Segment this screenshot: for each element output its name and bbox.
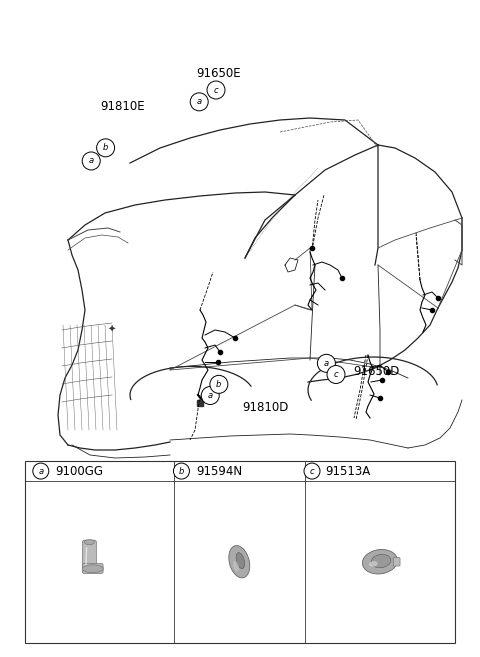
FancyBboxPatch shape [393, 557, 400, 566]
Circle shape [33, 463, 49, 479]
Ellipse shape [229, 545, 250, 578]
Ellipse shape [371, 555, 391, 568]
Text: b: b [216, 380, 222, 389]
Circle shape [304, 463, 320, 479]
Text: 9100GG: 9100GG [55, 464, 103, 478]
Text: b: b [179, 466, 184, 476]
Circle shape [190, 93, 208, 111]
Text: c: c [214, 85, 218, 95]
Ellipse shape [369, 561, 378, 567]
Text: a: a [38, 466, 43, 476]
Text: 91650D: 91650D [353, 365, 399, 378]
Ellipse shape [362, 549, 397, 574]
Bar [25, 461, 455, 643]
Text: a: a [324, 359, 329, 368]
Text: 91810D: 91810D [242, 401, 289, 414]
FancyBboxPatch shape [83, 563, 103, 574]
Text: 91513A: 91513A [325, 464, 371, 478]
FancyBboxPatch shape [83, 540, 96, 568]
Circle shape [327, 365, 345, 384]
Circle shape [82, 152, 100, 170]
Ellipse shape [233, 561, 239, 572]
Ellipse shape [84, 539, 95, 545]
Ellipse shape [82, 565, 103, 573]
Text: c: c [310, 466, 314, 476]
Circle shape [201, 386, 219, 405]
Circle shape [210, 375, 228, 394]
Text: b: b [103, 143, 108, 152]
Text: a: a [197, 97, 202, 106]
Circle shape [317, 354, 336, 373]
Text: 91594N: 91594N [196, 464, 242, 478]
Circle shape [207, 81, 225, 99]
Text: 91650E: 91650E [196, 67, 240, 80]
Text: c: c [334, 370, 338, 379]
Circle shape [173, 463, 190, 479]
Text: 91810E: 91810E [100, 100, 144, 113]
Ellipse shape [236, 553, 245, 569]
Text: a: a [208, 391, 213, 400]
Circle shape [96, 139, 115, 157]
Text: a: a [89, 156, 94, 166]
Text: ✦: ✦ [108, 325, 116, 335]
